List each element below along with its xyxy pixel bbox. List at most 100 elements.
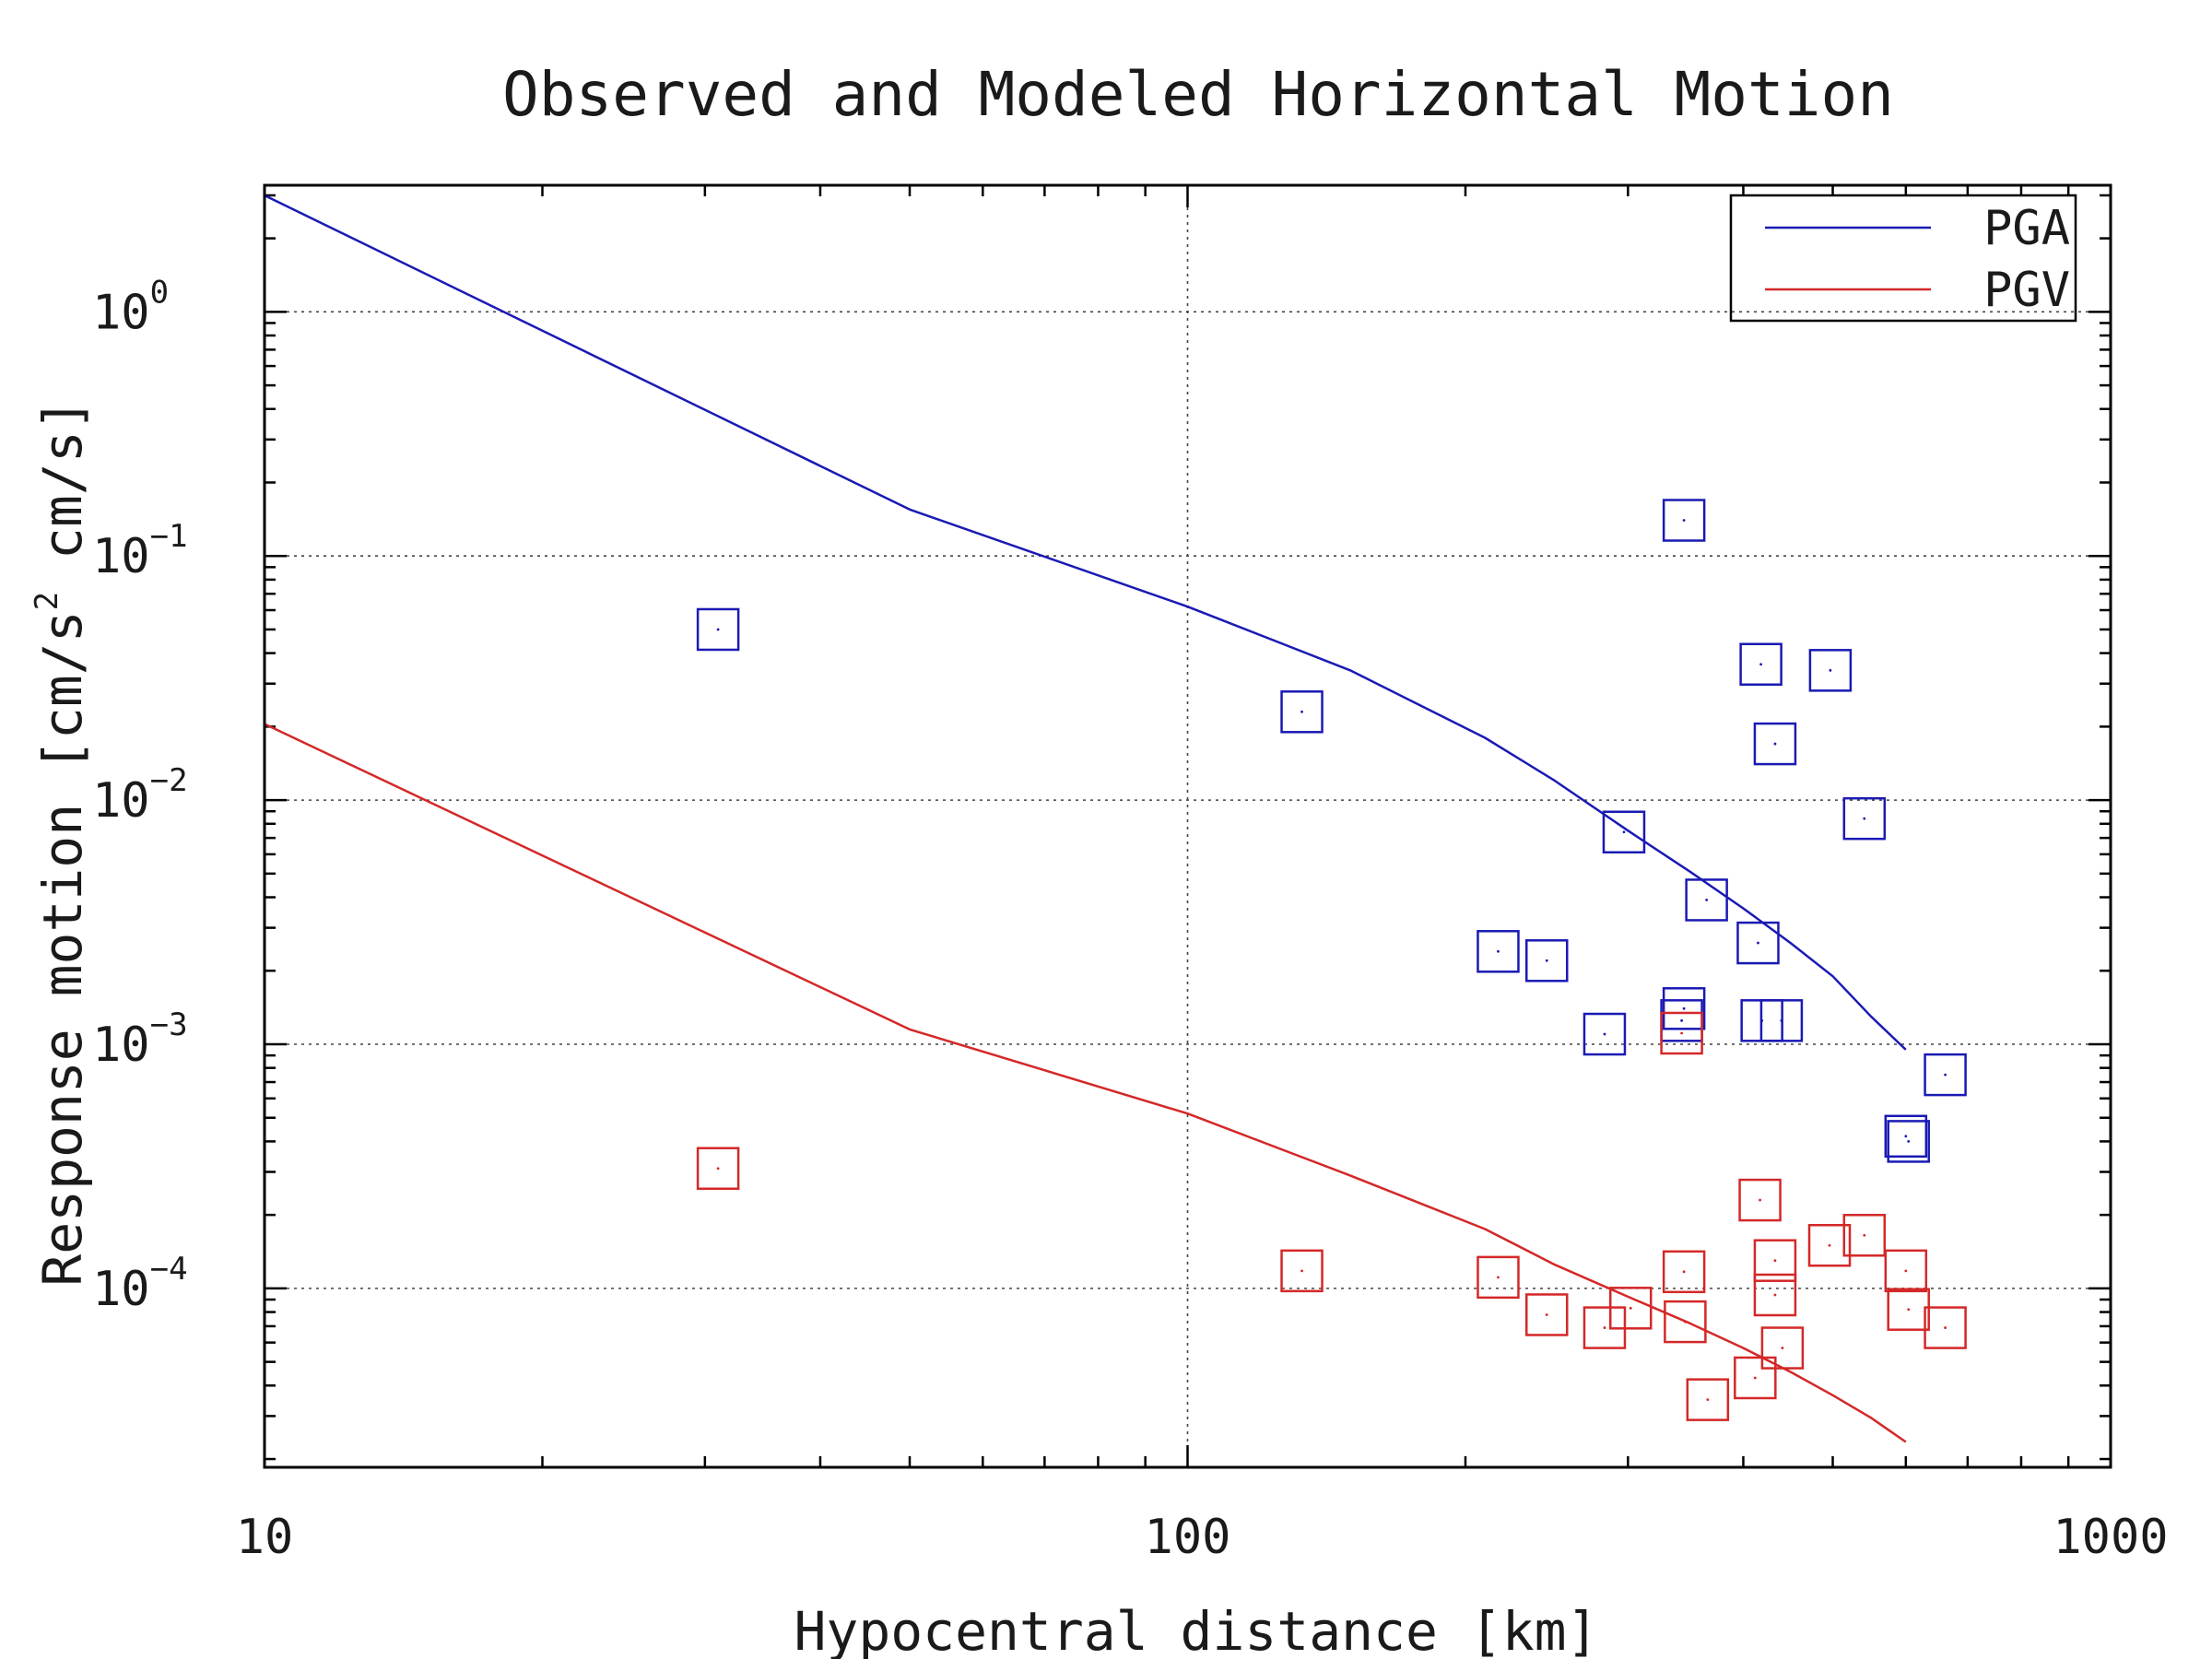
- observed-point-pga: [1280, 690, 1324, 734]
- grid: [265, 185, 2111, 1467]
- observed-point-pga: [1736, 921, 1780, 965]
- observed-point-center-pgv: [1828, 1243, 1831, 1247]
- observed-point-pgv: [1887, 1288, 1930, 1331]
- chart-title: Observed and Modeled Horizontal Motion: [502, 59, 1894, 130]
- y-axis-label-suffix: cm/s]: [31, 398, 94, 592]
- y-tick-label-exponent: −2: [150, 762, 188, 799]
- observed-point-center-pga: [1545, 959, 1548, 962]
- x-tick-label: 100: [1145, 1510, 1231, 1565]
- observed-point-center-pga: [1759, 663, 1763, 666]
- y-tick-label-exponent: 0: [150, 274, 169, 311]
- y-axis-label-superscript: 2: [29, 592, 65, 610]
- observed-point-center-pgv: [1545, 1313, 1548, 1316]
- legend: PGA PGV: [1729, 194, 2077, 323]
- y-tick-label: 10−2: [92, 762, 188, 829]
- observed-point-center-pga: [1682, 519, 1686, 522]
- observed-point-center-pga: [1773, 742, 1777, 746]
- observed-point-pgv: [1583, 1306, 1627, 1349]
- observed-point-center-pgv: [1300, 1269, 1303, 1273]
- observed-point-center-pgv: [1759, 1198, 1761, 1202]
- observed-point-center-pga: [1829, 668, 1832, 672]
- y-tick-label-base: 10: [92, 285, 150, 340]
- observed-point-pgv: [1924, 1306, 1967, 1349]
- observed-point-center-pga: [1622, 830, 1626, 834]
- y-tick-label-base: 10: [92, 529, 150, 584]
- observed-point-center-pgv: [716, 1167, 720, 1171]
- observed-point-center-pga: [1300, 710, 1303, 713]
- x-tick-labels: 10 100 1000: [236, 1510, 2169, 1565]
- series-layer: [264, 194, 1967, 1443]
- model-line-pga: [264, 194, 1907, 1051]
- y-tick-label-exponent: −4: [150, 1251, 188, 1288]
- observed-point-center-pga: [1780, 1018, 1783, 1022]
- x-tick-label: 10: [236, 1510, 294, 1565]
- observed-point-pga: [1759, 999, 1804, 1042]
- observed-point-center-pgv: [1944, 1326, 1947, 1329]
- observed-point-pga: [1662, 499, 1706, 542]
- observed-point-pga: [1602, 810, 1646, 854]
- observed-point-center-pgv: [1781, 1347, 1784, 1349]
- observed-point-center-pga: [1603, 1032, 1606, 1036]
- y-tick-label: 10−3: [92, 1006, 188, 1073]
- observed-point-pgv: [1753, 1273, 1797, 1317]
- x-tick-label: 1000: [2053, 1510, 2168, 1565]
- observed-point-pga: [1662, 987, 1706, 1030]
- observed-point-center-pgv: [1682, 1270, 1686, 1274]
- observed-point-center-pgv: [1907, 1308, 1911, 1312]
- observed-point-pga: [1739, 642, 1783, 687]
- observed-point-center-pga: [1944, 1073, 1947, 1077]
- observed-point-pgv: [1760, 1326, 1805, 1370]
- observed-point-pgv: [1807, 1223, 1852, 1267]
- observed-point-pga: [1524, 939, 1569, 982]
- observed-point-pga: [696, 607, 740, 652]
- legend-label-pgv: PGV: [1983, 263, 2070, 318]
- observed-point-pga: [1884, 1114, 1928, 1159]
- observed-point-pgv: [1738, 1178, 1782, 1222]
- observed-point-center-pgv: [1680, 1031, 1683, 1035]
- observed-point-pgv: [1477, 1255, 1520, 1300]
- observed-point-pgv: [1686, 1378, 1730, 1421]
- observed-point-pgv: [1660, 1011, 1703, 1055]
- plot-frame: [263, 183, 2112, 1469]
- model-line-pgv: [264, 723, 1907, 1443]
- observed-point-pga: [1753, 722, 1797, 766]
- observed-point-pga: [1842, 796, 1887, 841]
- series-pgv: [264, 723, 1967, 1443]
- observed-point-center-pgv: [1497, 1276, 1500, 1279]
- observed-point-center-pga: [1907, 1140, 1911, 1143]
- observed-point-pga: [1808, 649, 1853, 692]
- observed-point-pgv: [1884, 1249, 1928, 1293]
- observed-point-pga: [1924, 1053, 1967, 1097]
- observed-point-pgv: [1734, 1356, 1777, 1400]
- observed-point-center-pgv: [1773, 1293, 1777, 1297]
- observed-point-center-pga: [1904, 1135, 1908, 1138]
- legend-label-pga: PGA: [1983, 201, 2070, 256]
- observed-point-center-pga: [716, 628, 720, 631]
- observed-point-center-pgv: [1683, 1320, 1687, 1324]
- y-tick-label-exponent: −3: [150, 1006, 188, 1043]
- y-tick-label: 100: [92, 274, 169, 340]
- observed-point-pgv: [1280, 1249, 1324, 1293]
- legend-box: [1729, 194, 2077, 323]
- observed-point-center-pga: [1757, 941, 1759, 945]
- observed-point-center-pgv: [1629, 1306, 1632, 1310]
- y-tick-label-base: 10: [92, 1018, 150, 1073]
- y-tick-label-exponent: −1: [150, 518, 188, 555]
- observed-point-pga: [1887, 1120, 1930, 1163]
- series-pga: [264, 194, 1967, 1163]
- observed-point-pgv: [1664, 1300, 1707, 1344]
- observed-point-pgv: [696, 1147, 740, 1190]
- observed-point-center-pgv: [1773, 1259, 1777, 1263]
- observed-point-center-pgv: [1863, 1233, 1866, 1237]
- observed-point-center-pga: [1863, 817, 1866, 820]
- observed-point-center-pgv: [1753, 1376, 1757, 1380]
- y-tick-label-base: 10: [92, 1262, 150, 1317]
- observed-point-center-pgv: [1904, 1269, 1908, 1273]
- observed-point-center-pga: [1682, 1006, 1686, 1010]
- x-axis-label: Hypocentral distance [km]: [794, 1600, 1599, 1659]
- y-tick-label: 10−4: [92, 1251, 188, 1317]
- y-tick-label-base: 10: [92, 773, 150, 829]
- observed-point-center-pga: [1705, 899, 1709, 901]
